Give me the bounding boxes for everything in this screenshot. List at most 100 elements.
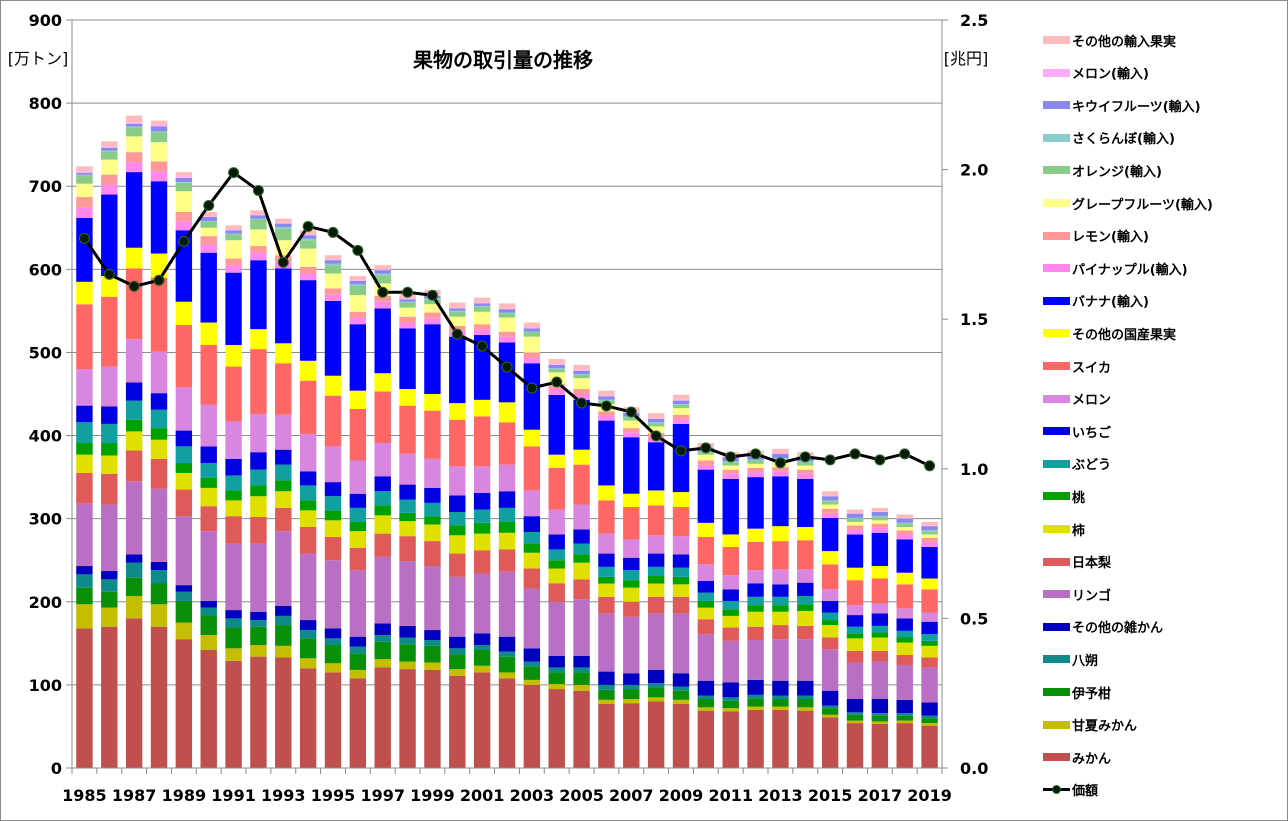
bar-segment xyxy=(523,666,541,680)
bar-segment xyxy=(374,295,391,302)
bar-segment xyxy=(349,678,367,768)
bar-segment xyxy=(101,571,118,580)
bar-segment xyxy=(921,531,938,535)
bar-segment xyxy=(101,174,118,185)
bar-segment xyxy=(498,336,516,343)
bar-segment xyxy=(498,309,516,313)
bar-segment xyxy=(647,701,665,768)
x-tick-label: 2009 xyxy=(659,786,704,805)
bar-segment xyxy=(101,146,118,148)
bar-segment xyxy=(449,311,466,317)
bar-segment xyxy=(697,464,715,470)
bar-segment xyxy=(175,176,193,178)
bar-segment xyxy=(921,640,938,646)
bar-segment xyxy=(821,564,839,590)
bar-segment xyxy=(324,260,342,264)
bar-segment xyxy=(647,418,665,423)
value-point xyxy=(849,448,861,460)
value-point xyxy=(252,185,264,197)
bar-segment xyxy=(647,418,665,419)
bar-segment xyxy=(821,589,839,601)
bar-segment xyxy=(821,649,839,691)
bar-segment xyxy=(225,230,242,234)
bar-segment xyxy=(772,453,789,458)
bar-segment xyxy=(697,536,715,565)
bar-segment xyxy=(374,476,391,492)
bar-segment xyxy=(647,426,665,434)
bar-segment xyxy=(101,296,118,367)
bar-segment xyxy=(846,605,864,616)
bar-segment xyxy=(125,618,143,768)
bar-segment xyxy=(697,600,715,608)
bar-segment xyxy=(200,216,217,222)
bar-segment xyxy=(399,302,416,308)
bar-segment xyxy=(846,521,864,526)
bar-segment xyxy=(797,540,814,570)
bar-segment xyxy=(523,648,541,662)
bar-segment xyxy=(125,162,143,173)
bar-segment xyxy=(150,439,168,459)
bar-segment xyxy=(921,634,938,641)
bar-segment xyxy=(225,366,242,422)
bar-segment xyxy=(921,715,938,719)
legend-swatch xyxy=(1043,36,1070,44)
bar-segment xyxy=(349,636,367,647)
bar-segment xyxy=(647,423,665,427)
bar-segment xyxy=(573,394,590,400)
bar-segment xyxy=(871,723,889,768)
bar-segment xyxy=(722,462,739,466)
bar-segment xyxy=(399,453,416,485)
bar-segment xyxy=(697,619,715,635)
bar-segment xyxy=(896,522,913,524)
legend-item: メロン(輸入) xyxy=(1043,63,1149,83)
bar-segment xyxy=(399,299,416,302)
value-point xyxy=(725,451,737,463)
bar-segment xyxy=(573,370,590,375)
bar-segment xyxy=(846,580,864,606)
bar-segment xyxy=(473,522,491,534)
bar-segment xyxy=(225,265,242,273)
bar-segment xyxy=(846,513,864,518)
bar-segment xyxy=(275,449,292,465)
bar-segment xyxy=(896,713,913,716)
bar-segment xyxy=(125,339,143,383)
bar-segment xyxy=(324,560,342,629)
bar-segment xyxy=(896,630,913,638)
value-point xyxy=(476,340,488,352)
bar-segment xyxy=(299,280,317,361)
bar-segment xyxy=(573,364,590,370)
bar-segment xyxy=(747,467,764,473)
bar-segment xyxy=(399,405,416,454)
value-point xyxy=(551,376,563,388)
bar-segment xyxy=(399,316,416,323)
bar-segment xyxy=(275,228,292,241)
legend-label: レモン(輸入) xyxy=(1072,230,1149,246)
bar-segment xyxy=(473,399,491,417)
bar-segment xyxy=(722,711,739,768)
bar-segment xyxy=(821,496,839,501)
bar-segment xyxy=(225,618,242,628)
bar-segment xyxy=(125,382,143,401)
bar-segment xyxy=(846,534,864,568)
bar-segment xyxy=(473,509,491,523)
bar-segment xyxy=(250,485,267,497)
bar-segment xyxy=(250,543,267,612)
bar-segment xyxy=(498,491,516,508)
bar-segment xyxy=(647,669,665,684)
bar-segment xyxy=(200,211,217,217)
legend-label: その他の国産果実 xyxy=(1072,327,1177,343)
bar-segment xyxy=(896,642,913,655)
bar-segment xyxy=(101,473,118,505)
bar-segment xyxy=(101,147,118,151)
bar-segment xyxy=(275,268,292,344)
bar-segment xyxy=(125,554,143,563)
bar-segment xyxy=(299,238,317,241)
bar-segment xyxy=(722,682,739,698)
legend-item: ぶどう xyxy=(1043,454,1111,474)
legend-swatch xyxy=(1043,264,1070,273)
x-tick-label: 2017 xyxy=(858,786,903,805)
bar-segment xyxy=(747,611,764,627)
bar-segment xyxy=(672,423,690,493)
bar-segment xyxy=(424,640,441,646)
value-point xyxy=(377,286,389,298)
